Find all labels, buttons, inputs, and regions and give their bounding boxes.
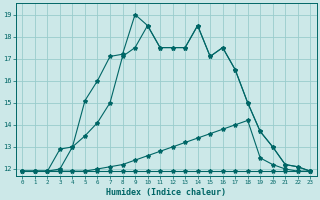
X-axis label: Humidex (Indice chaleur): Humidex (Indice chaleur): [106, 188, 226, 197]
